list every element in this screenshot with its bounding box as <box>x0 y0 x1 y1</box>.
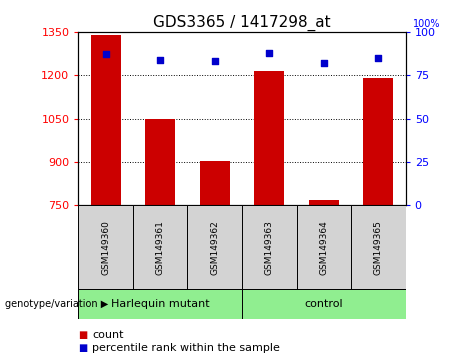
Text: ■: ■ <box>78 330 88 339</box>
Point <box>157 57 164 62</box>
Text: Harlequin mutant: Harlequin mutant <box>111 298 209 309</box>
Bar <box>188 205 242 290</box>
Bar <box>242 289 406 319</box>
Point <box>320 60 327 66</box>
Bar <box>309 200 339 205</box>
Text: GSM149365: GSM149365 <box>374 220 383 275</box>
Point <box>375 55 382 61</box>
Text: GSM149360: GSM149360 <box>101 220 110 275</box>
Bar <box>363 78 393 205</box>
Bar <box>200 160 230 205</box>
Bar <box>145 119 175 205</box>
Text: GSM149364: GSM149364 <box>319 221 328 275</box>
Bar <box>242 205 296 290</box>
Point <box>211 58 219 64</box>
Text: GSM149361: GSM149361 <box>156 220 165 275</box>
Text: genotype/variation ▶: genotype/variation ▶ <box>5 298 108 309</box>
Text: GSM149362: GSM149362 <box>210 221 219 275</box>
Text: control: control <box>305 298 343 309</box>
Title: GDS3365 / 1417298_at: GDS3365 / 1417298_at <box>153 14 331 30</box>
Text: ■: ■ <box>78 343 88 353</box>
Bar <box>133 205 188 290</box>
Bar <box>254 71 284 205</box>
Bar <box>91 35 121 205</box>
Text: percentile rank within the sample: percentile rank within the sample <box>92 343 280 353</box>
Bar <box>296 205 351 290</box>
Bar <box>78 205 133 290</box>
Point <box>266 50 273 56</box>
Bar <box>78 289 242 319</box>
Text: count: count <box>92 330 124 339</box>
Text: 100%: 100% <box>413 19 440 29</box>
Bar <box>351 205 406 290</box>
Point <box>102 52 109 57</box>
Text: GSM149363: GSM149363 <box>265 220 274 275</box>
